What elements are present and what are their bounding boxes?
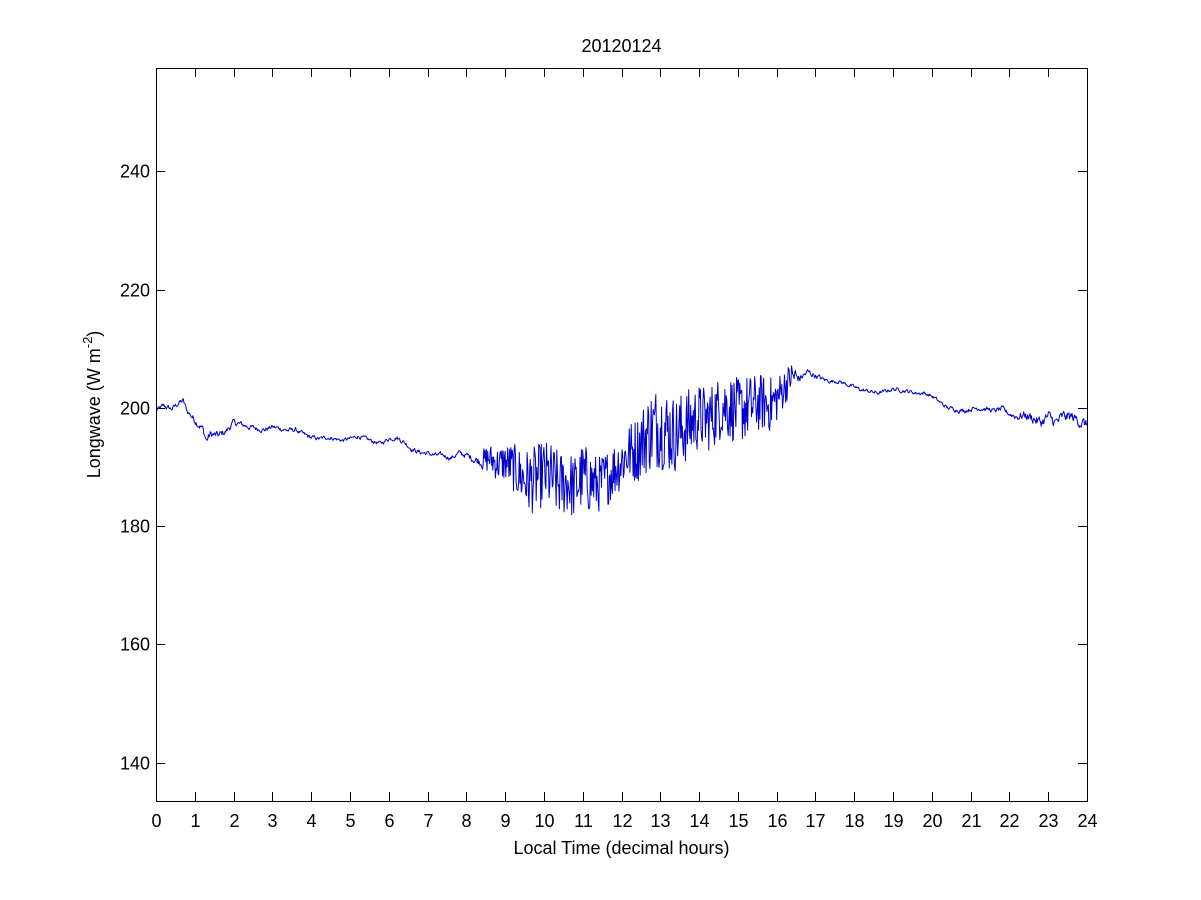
- x-tick-label: 17: [805, 811, 825, 831]
- x-tick-label: 1: [190, 811, 200, 831]
- x-tick-label: 13: [650, 811, 670, 831]
- y-tick-label: 200: [120, 399, 150, 419]
- x-tick-label: 14: [689, 811, 709, 831]
- x-tick-label: 8: [461, 811, 471, 831]
- x-tick-label: 11: [574, 811, 593, 831]
- y-tick-label: 180: [120, 517, 150, 537]
- chart-title: 20120124: [581, 36, 661, 56]
- x-tick-label: 4: [306, 811, 316, 831]
- y-tick-label: 240: [120, 162, 150, 182]
- x-tick-label: 3: [267, 811, 277, 831]
- series-line-0: [156, 365, 1087, 516]
- x-tick-label: 9: [500, 811, 510, 831]
- ticks-layer: 0 1 2 3 4 5 6 7 8 9 10 11 12 13 14 15 16 17 18 19 20 21 22 23 24…: [120, 68, 1098, 831]
- x-tick-label: 18: [844, 811, 864, 831]
- y-axis-label-suffix: ): [84, 331, 104, 337]
- y-axis-label: Longwave (W m-2): [80, 331, 104, 479]
- x-tick-label: 2: [229, 811, 239, 831]
- plot-area: [156, 68, 1087, 801]
- x-tick-label: 15: [728, 811, 748, 831]
- x-tick-label: 10: [534, 811, 554, 831]
- y-tick-label: 220: [120, 281, 150, 301]
- y-tick-label: 140: [120, 754, 150, 774]
- x-tick-label: 6: [384, 811, 394, 831]
- x-tick-label: 24: [1077, 811, 1097, 831]
- x-tick-label: 21: [961, 811, 981, 831]
- x-tick-label: 0: [151, 811, 161, 831]
- y-axis-label-superscript: -2: [80, 337, 95, 349]
- x-axis-label: Local Time (decimal hours): [513, 838, 729, 858]
- y-axis-label-text: Longwave (W m: [84, 348, 104, 478]
- x-tick-label: 5: [345, 811, 355, 831]
- x-tick-label: 7: [423, 811, 433, 831]
- x-tick-label: 20: [922, 811, 942, 831]
- x-tick-label: 23: [1038, 811, 1058, 831]
- plot-frame: [156, 68, 1088, 802]
- series-layer: [156, 365, 1087, 516]
- x-tick-label: 12: [612, 811, 632, 831]
- x-tick-label: 16: [767, 811, 787, 831]
- y-tick-label: 160: [120, 635, 150, 655]
- x-tick-label: 19: [883, 811, 903, 831]
- x-tick-label: 22: [999, 811, 1019, 831]
